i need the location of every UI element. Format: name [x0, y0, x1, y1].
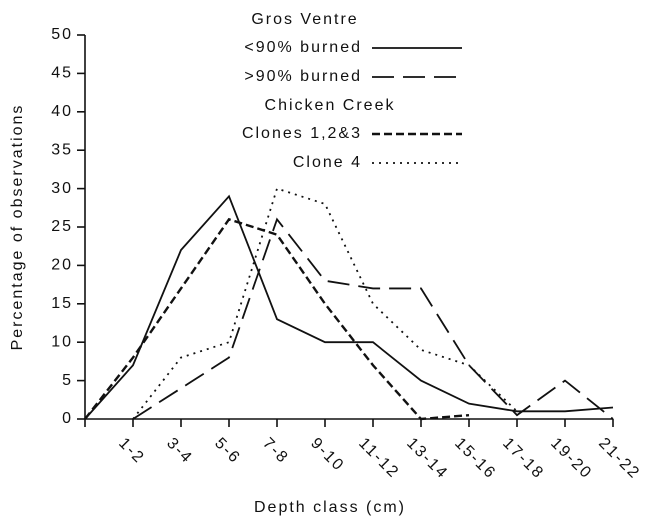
x-axis-label: Depth class (cm)	[254, 499, 406, 516]
x-tick-label: 17-18	[499, 435, 547, 483]
data-line	[84, 217, 470, 421]
x-tick-label: 5-6	[211, 435, 244, 468]
legend-title: Chicken Creek	[265, 97, 396, 114]
legend-label: <90% burned	[244, 39, 362, 56]
y-tick-label: 15	[51, 295, 73, 312]
y-tick-label: 25	[51, 218, 73, 235]
data-line	[132, 187, 518, 420]
legend-label: Clones 1,2&3	[242, 125, 362, 142]
y-tick-label: 5	[62, 372, 73, 389]
x-tick-label: 9-10	[307, 435, 347, 475]
y-tick-label: 10	[51, 333, 73, 350]
x-tick-label: 7-8	[259, 435, 292, 468]
y-tick-label: 45	[51, 65, 73, 82]
x-tick-label: 3-4	[163, 435, 196, 468]
legend-label: Clone 4	[293, 154, 362, 171]
legend-title: Gros Ventre	[251, 11, 358, 28]
y-tick-label: 20	[51, 257, 73, 274]
data-line	[84, 194, 614, 420]
x-tick-label: 19-20	[547, 435, 595, 483]
x-tick-label: 11-12	[355, 435, 402, 482]
y-axis-label: Percentage of observations	[9, 104, 26, 351]
data-line	[132, 217, 614, 420]
y-tick-label: 50	[51, 26, 73, 43]
legend-label: >90% burned	[244, 68, 362, 85]
y-tick-label: 30	[51, 180, 73, 197]
y-tick-label: 35	[51, 141, 73, 158]
x-tick-label: 15-16	[451, 435, 499, 483]
x-tick-label: 1-2	[115, 435, 148, 468]
y-tick-label: 40	[51, 103, 73, 120]
x-tick-label: 21-22	[595, 435, 643, 483]
x-tick-label: 13-14	[403, 435, 451, 483]
y-tick-label: 0	[62, 410, 73, 427]
